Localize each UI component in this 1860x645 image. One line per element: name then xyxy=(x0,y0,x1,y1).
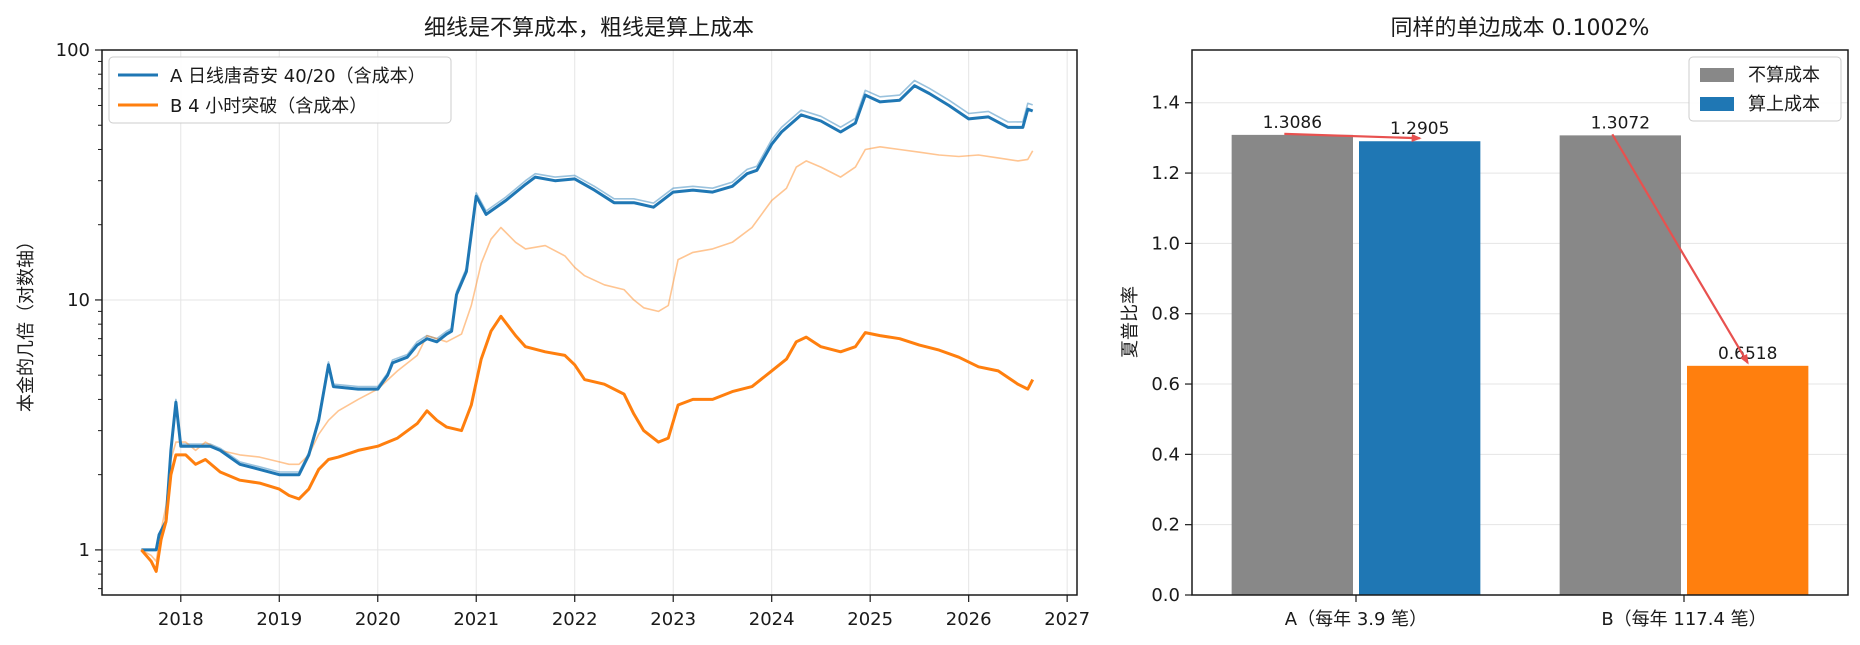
right-y-tick-label: 0.8 xyxy=(1151,304,1180,325)
left-x-tick-label: 2020 xyxy=(355,609,401,630)
bar-b-gross xyxy=(1559,135,1681,595)
right-x-tick-label: A（每年 3.9 笔） xyxy=(1285,609,1427,630)
right-y-tick-label: 1.0 xyxy=(1151,233,1180,254)
left-y-axis-label: 本金的几倍（对数轴） xyxy=(16,232,37,412)
right-y-tick-label: 0.4 xyxy=(1151,444,1180,465)
left-legend: A 日线唐奇安 40/20（含成本） B 4 小时突破（含成本） xyxy=(108,56,452,124)
left-x-tick-label: 2024 xyxy=(749,609,795,630)
right-y-tick-label: 1.4 xyxy=(1151,93,1180,114)
right-arrows xyxy=(1284,132,1749,365)
right-x-tick-label: B（每年 117.4 笔） xyxy=(1601,609,1766,630)
legend-label-gross: 不算成本 xyxy=(1748,65,1820,86)
bar-value-label: 1.3086 xyxy=(1263,113,1322,133)
left-chart: 细线是不算成本，粗线是算上成本 2018 2019 2020 2021 2022 2023… xyxy=(16,16,1090,630)
right-plot-frame xyxy=(1191,49,1849,596)
legend-label-a: A 日线唐奇安 40/20（含成本） xyxy=(170,66,426,87)
left-x-tick-label: 2025 xyxy=(847,609,893,630)
left-x-tick-label: 2019 xyxy=(256,609,302,630)
right-y-tick-label: 0.2 xyxy=(1151,515,1180,536)
legend-swatch-net xyxy=(1700,97,1734,111)
left-grid xyxy=(102,49,1077,595)
left-chart-title: 细线是不算成本，粗线是算上成本 xyxy=(424,16,754,41)
change-arrow xyxy=(1284,132,1422,142)
left-y-ticks: 1 10 100 xyxy=(56,40,102,590)
right-y-tick-label: 0.6 xyxy=(1151,374,1180,395)
left-y-tick-label: 100 xyxy=(56,40,90,61)
left-legend-box xyxy=(108,56,452,124)
bar-value-label: 0.6518 xyxy=(1718,344,1777,364)
left-x-ticks: 2018 2019 2020 2021 2022 2023 2024 2025 2026 2027 xyxy=(158,595,1090,630)
left-plot-frame xyxy=(101,49,1078,596)
bar-a-net xyxy=(1359,141,1481,596)
bar-value-label: 1.2905 xyxy=(1390,119,1449,139)
legend-label-b: B 4 小时突破（含成本） xyxy=(170,96,367,117)
bar-a-gross xyxy=(1231,134,1353,596)
left-x-tick-label: 2018 xyxy=(158,609,204,630)
left-net-lines xyxy=(140,84,1035,573)
right-bars xyxy=(1231,134,1809,596)
left-x-tick-label: 2027 xyxy=(1044,609,1090,630)
left-x-tick-label: 2023 xyxy=(650,609,696,630)
right-y-tick-label: 0.0 xyxy=(1151,585,1180,606)
right-bar-value-labels: 1.3086 1.2905 1.3072 0.6518 xyxy=(1263,113,1778,364)
left-y-tick-label: 1 xyxy=(79,540,90,561)
left-y-tick-label: 10 xyxy=(67,290,90,311)
right-y-ticks: 0.0 0.2 0.4 0.6 0.8 1.0 1.2 1.4 xyxy=(1151,93,1192,606)
left-x-tick-label: 2022 xyxy=(552,609,598,630)
left-gross-lines xyxy=(141,79,1034,563)
right-chart: 同样的单边成本 0.1002% 1.3086 1.2905 1.3072 0.6518… xyxy=(1120,16,1849,630)
change-arrow xyxy=(1611,133,1749,365)
series-b-net-line xyxy=(140,314,1035,573)
right-legend: 不算成本 算上成本 xyxy=(1688,56,1842,122)
series-a-gross-line xyxy=(141,79,1033,551)
right-x-ticks: A（每年 3.9 笔） B（每年 117.4 笔） xyxy=(1285,595,1767,630)
left-x-tick-label: 2021 xyxy=(453,609,499,630)
legend-swatch-gross xyxy=(1700,68,1734,82)
bar-b-net xyxy=(1687,365,1809,595)
series-a-net-line xyxy=(141,84,1034,552)
right-chart-title: 同样的单边成本 0.1002% xyxy=(1391,16,1650,41)
left-x-tick-label: 2026 xyxy=(946,609,992,630)
right-y-tick-label: 1.2 xyxy=(1151,163,1180,184)
right-y-axis-label: 夏普比率 xyxy=(1120,286,1141,358)
series-b-gross-line xyxy=(141,146,1034,563)
bar-value-label: 1.3072 xyxy=(1591,113,1650,133)
legend-label-net: 算上成本 xyxy=(1748,94,1820,115)
